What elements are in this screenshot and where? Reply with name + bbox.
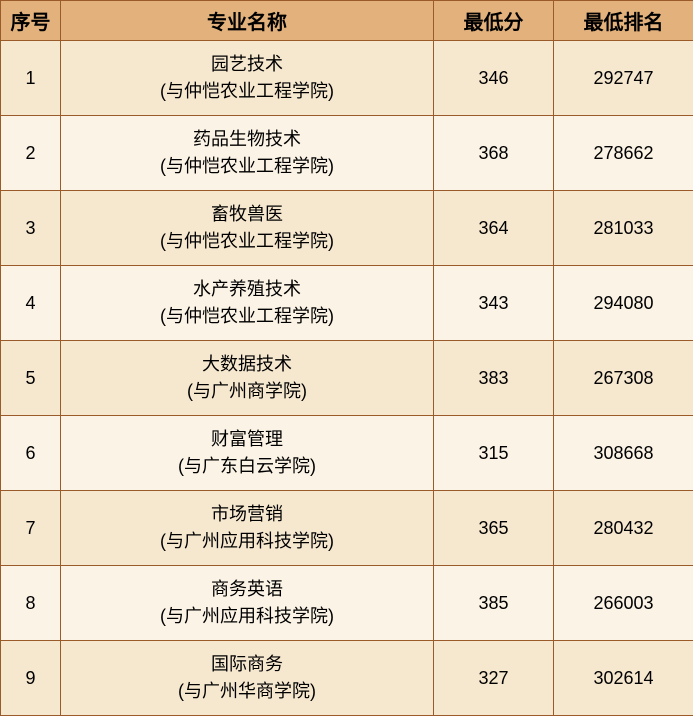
header-idx: 序号 <box>1 1 61 41</box>
cell-score: 327 <box>434 641 554 716</box>
cell-rank: 266003 <box>554 566 693 641</box>
table-row: 8商务英语(与广州应用科技学院)385266003 <box>1 566 693 641</box>
cell-rank: 278662 <box>554 116 693 191</box>
major-name: 大数据技术 <box>65 351 429 378</box>
cell-score: 346 <box>434 41 554 116</box>
cell-idx: 4 <box>1 266 61 341</box>
cell-idx: 2 <box>1 116 61 191</box>
admissions-table: 序号 专业名称 最低分 最低排名 1园艺技术(与仲恺农业工程学院)3462927… <box>0 0 693 716</box>
major-name: 市场营销 <box>65 501 429 528</box>
major-name: 国际商务 <box>65 651 429 678</box>
cell-score: 364 <box>434 191 554 266</box>
cell-name: 水产养殖技术(与仲恺农业工程学院) <box>61 266 434 341</box>
cell-rank: 308668 <box>554 416 693 491</box>
header-name: 专业名称 <box>61 1 434 41</box>
major-name: 药品生物技术 <box>65 126 429 153</box>
cell-idx: 7 <box>1 491 61 566</box>
cell-idx: 6 <box>1 416 61 491</box>
partner-school: (与仲恺农业工程学院) <box>65 78 429 105</box>
cell-idx: 1 <box>1 41 61 116</box>
partner-school: (与广东白云学院) <box>65 453 429 480</box>
cell-score: 368 <box>434 116 554 191</box>
table-row: 9国际商务(与广州华商学院)327302614 <box>1 641 693 716</box>
cell-score: 315 <box>434 416 554 491</box>
cell-score: 343 <box>434 266 554 341</box>
cell-idx: 8 <box>1 566 61 641</box>
cell-name: 大数据技术(与广州商学院) <box>61 341 434 416</box>
cell-name: 畜牧兽医(与仲恺农业工程学院) <box>61 191 434 266</box>
table-row: 3畜牧兽医(与仲恺农业工程学院)364281033 <box>1 191 693 266</box>
header-rank: 最低排名 <box>554 1 693 41</box>
cell-score: 385 <box>434 566 554 641</box>
cell-name: 市场营销(与广州应用科技学院) <box>61 491 434 566</box>
cell-rank: 267308 <box>554 341 693 416</box>
major-name: 园艺技术 <box>65 51 429 78</box>
table-body: 1园艺技术(与仲恺农业工程学院)3462927472药品生物技术(与仲恺农业工程… <box>1 41 693 716</box>
partner-school: (与广州应用科技学院) <box>65 528 429 555</box>
cell-rank: 280432 <box>554 491 693 566</box>
partner-school: (与仲恺农业工程学院) <box>65 153 429 180</box>
table-row: 5大数据技术(与广州商学院)383267308 <box>1 341 693 416</box>
major-name: 商务英语 <box>65 576 429 603</box>
cell-name: 财富管理(与广东白云学院) <box>61 416 434 491</box>
cell-name: 药品生物技术(与仲恺农业工程学院) <box>61 116 434 191</box>
partner-school: (与广州华商学院) <box>65 678 429 705</box>
cell-idx: 5 <box>1 341 61 416</box>
cell-idx: 3 <box>1 191 61 266</box>
table-row: 2药品生物技术(与仲恺农业工程学院)368278662 <box>1 116 693 191</box>
cell-name: 国际商务(与广州华商学院) <box>61 641 434 716</box>
cell-rank: 302614 <box>554 641 693 716</box>
table-row: 4水产养殖技术(与仲恺农业工程学院)343294080 <box>1 266 693 341</box>
table-header: 序号 专业名称 最低分 最低排名 <box>1 1 693 41</box>
admissions-table-container: 序号 专业名称 最低分 最低排名 1园艺技术(与仲恺农业工程学院)3462927… <box>0 0 693 716</box>
table-row: 7市场营销(与广州应用科技学院)365280432 <box>1 491 693 566</box>
major-name: 水产养殖技术 <box>65 276 429 303</box>
table-row: 1园艺技术(与仲恺农业工程学院)346292747 <box>1 41 693 116</box>
partner-school: (与广州商学院) <box>65 378 429 405</box>
partner-school: (与仲恺农业工程学院) <box>65 303 429 330</box>
cell-score: 383 <box>434 341 554 416</box>
partner-school: (与广州应用科技学院) <box>65 603 429 630</box>
cell-name: 商务英语(与广州应用科技学院) <box>61 566 434 641</box>
partner-school: (与仲恺农业工程学院) <box>65 228 429 255</box>
major-name: 畜牧兽医 <box>65 201 429 228</box>
major-name: 财富管理 <box>65 426 429 453</box>
cell-rank: 294080 <box>554 266 693 341</box>
header-score: 最低分 <box>434 1 554 41</box>
table-row: 6财富管理(与广东白云学院)315308668 <box>1 416 693 491</box>
cell-name: 园艺技术(与仲恺农业工程学院) <box>61 41 434 116</box>
cell-score: 365 <box>434 491 554 566</box>
cell-rank: 281033 <box>554 191 693 266</box>
cell-rank: 292747 <box>554 41 693 116</box>
cell-idx: 9 <box>1 641 61 716</box>
